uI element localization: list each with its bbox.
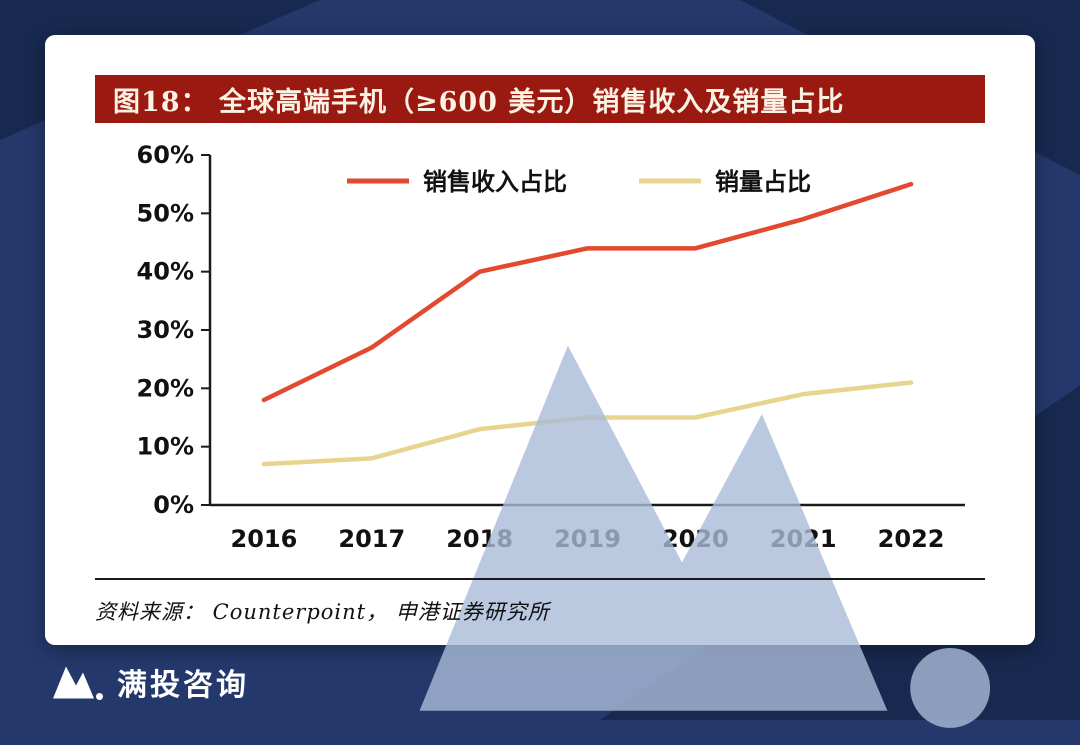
figure-card: 图18： 全球高端手机（≥600 美元）销售收入及销量占比 0% 10% 20% 30… [45,35,1035,728]
page: { "card": { "title": "图18： 全球高端手机（≥600 美… [0,0,1080,728]
svg-text:10%: 10% [137,433,194,461]
figure-title: 图18： 全球高端手机（≥600 美元）销售收入及销量占比 [95,75,985,123]
svg-text:销售收入占比: 销售收入占比 [423,168,567,196]
svg-text:60%: 60% [137,141,194,169]
footer-brand: 满投咨询 [52,660,249,704]
svg-text:2018: 2018 [446,525,513,553]
svg-text:20%: 20% [137,374,194,402]
svg-text:40%: 40% [137,258,194,286]
svg-text:2019: 2019 [554,525,621,553]
svg-text:30%: 30% [137,316,194,344]
svg-text:50%: 50% [137,199,194,227]
line-chart: 0% 10% 20% 30% 40% 50% 60% 2016 2017 2018 2019 2020… [137,141,965,553]
footer-brand-text: 满投咨询 [117,669,249,702]
svg-text:销量占比: 销量占比 [715,168,811,196]
brand-m-icon [53,666,103,700]
svg-text:2016: 2016 [231,525,298,553]
svg-text:2022: 2022 [878,525,945,553]
svg-text:2017: 2017 [338,525,405,553]
source-note: 资料来源： Counterpoint， 申港证券研究所 [95,578,985,626]
svg-text:2021: 2021 [770,525,837,553]
svg-text:0%: 0% [153,491,194,519]
svg-text:2020: 2020 [662,525,729,553]
chart-area: 0% 10% 20% 30% 40% 50% 60% 2016 2017 2018 2019 2020… [95,135,991,728]
